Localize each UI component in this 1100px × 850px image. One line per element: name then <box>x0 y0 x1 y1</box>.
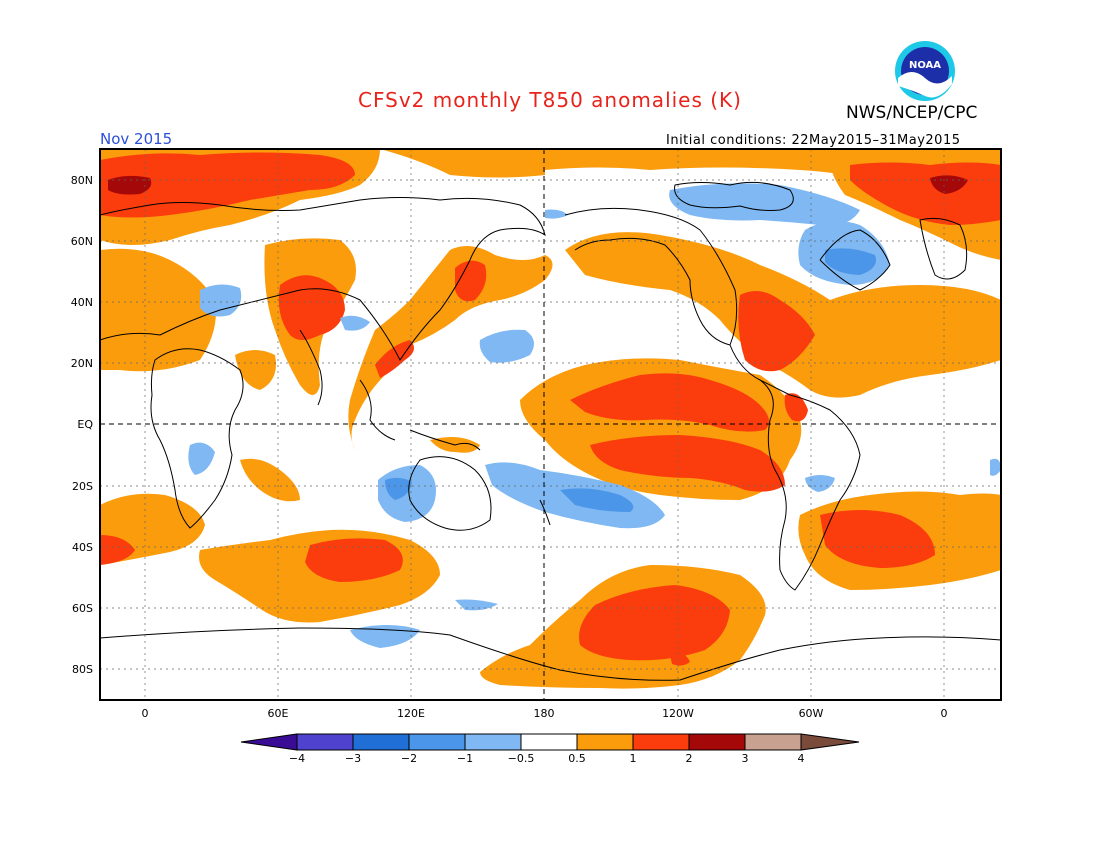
graticule <box>100 149 1001 700</box>
map-plot-area <box>100 149 1001 700</box>
lon-label-60e: 60E <box>268 707 289 720</box>
colorbar-label: 2 <box>686 752 693 765</box>
colorbar-segment-3-4 <box>744 733 802 751</box>
map-frame <box>99 148 1002 701</box>
colorbar-label: 1 <box>630 752 637 765</box>
colorbar-segment-neg3-neg2 <box>352 733 410 751</box>
lat-label-40s: 40S <box>72 541 93 554</box>
lat-label-eq: EQ <box>77 418 93 431</box>
colorbar <box>240 733 860 751</box>
lat-label-20s: 20S <box>72 480 93 493</box>
colorbar-label: 0.5 <box>568 752 586 765</box>
colorbar-segment-lt-neg4 <box>240 733 298 751</box>
colorbar-segment-1-2 <box>632 733 690 751</box>
lat-label-80s: 80S <box>72 663 93 676</box>
colorbar-label: −1 <box>457 752 473 765</box>
lon-axis: 0 60E 120E 180 120W 60W 0 <box>142 707 948 720</box>
noaa-logo-icon: NOAA <box>895 41 955 101</box>
colorbar-label: −2 <box>401 752 417 765</box>
colorbar-labels: −4 −3 −2 −1 −0.5 0.5 1 2 3 4 <box>289 752 805 765</box>
colorbar-label: 3 <box>742 752 749 765</box>
agency-label: NWS/NCEP/CPC <box>846 103 978 123</box>
initial-conditions: Initial conditions: 22May2015–31May2015 <box>666 133 961 148</box>
lon-label-60w: 60W <box>799 707 824 720</box>
anomaly-neg-1-2-regions <box>385 248 876 512</box>
colorbar-segment-05-1 <box>576 733 634 751</box>
lat-label-20n: 20N <box>71 357 93 370</box>
lat-label-60n: 60N <box>71 235 93 248</box>
lon-label-0-east: 0 <box>941 707 948 720</box>
colorbar-label: 4 <box>798 752 805 765</box>
svg-text:NOAA: NOAA <box>909 60 941 71</box>
colorbar-label: −0.5 <box>508 752 535 765</box>
lon-label-120e: 120E <box>397 707 425 720</box>
lat-label-80n: 80N <box>71 174 93 187</box>
lon-label-0-west: 0 <box>142 707 149 720</box>
colorbar-segment-neg1-neg05 <box>464 733 522 751</box>
forecast-month: Nov 2015 <box>100 130 173 148</box>
colorbar-segment-neg4-neg3 <box>296 733 354 751</box>
colorbar-segment-neutral <box>520 733 578 751</box>
colorbar-label: −3 <box>345 752 361 765</box>
coastlines <box>100 181 1001 681</box>
lat-axis: 80N 60N 40N 20N EQ 20S 40S 60S 80S <box>71 174 94 676</box>
colorbar-segment-neg2-neg1 <box>408 733 466 751</box>
colorbar-segment-2-3 <box>688 733 746 751</box>
colorbar-segment-gt-4 <box>800 733 860 751</box>
lat-label-60s: 60S <box>72 602 93 615</box>
lat-label-40n: 40N <box>71 296 93 309</box>
colorbar-label: −4 <box>289 752 305 765</box>
lon-label-180: 180 <box>534 707 555 720</box>
lon-label-120w: 120W <box>662 707 694 720</box>
equator-dateline <box>100 149 1001 700</box>
map-title: CFSv2 monthly T850 anomalies (K) <box>358 88 742 112</box>
